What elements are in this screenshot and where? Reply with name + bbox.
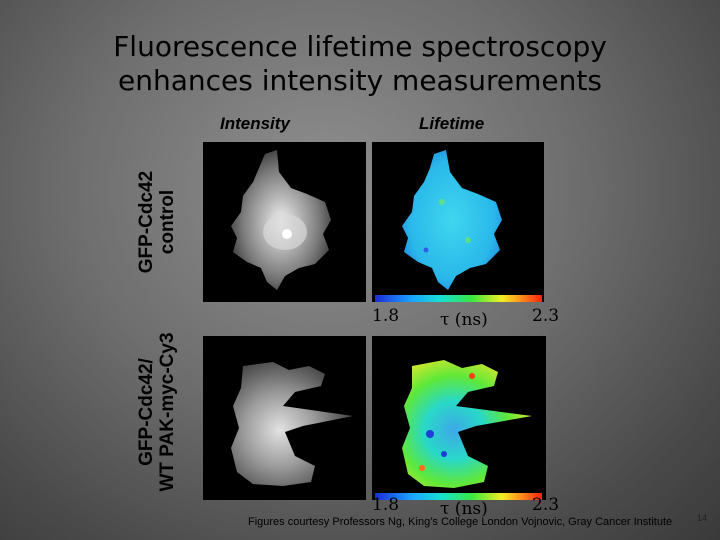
intensity-column-header: Intensity: [220, 114, 290, 133]
row-label-pak: GFP-Cdc42/ WT PAK-myc-Cy3: [136, 312, 180, 512]
slide-title: Fluorescence lifetime spectroscopy enhan…: [40, 30, 680, 98]
row-label-pak-line-1: GFP-Cdc42/: [136, 358, 157, 466]
lifetime-colorbar-control: [375, 295, 542, 302]
lifetime-image-pak: [372, 336, 546, 500]
colorbar-max-label-control: 2.3: [532, 306, 560, 326]
slide-title-line-2: enhances intensity measurements: [118, 64, 602, 97]
lifetime-colorbar-pak: [375, 493, 542, 500]
figure-credit: Figures courtesy Professors Ng, King’s C…: [248, 516, 673, 528]
intensity-image-control: [203, 142, 366, 302]
colorbar-max-label-pak: 2.3: [532, 495, 560, 515]
lifetime-image-control: [372, 142, 544, 302]
row-label-pak-line-2: WT PAK-myc-Cy3: [157, 332, 178, 492]
intensity-image-pak: [203, 336, 366, 500]
lifetime-column-header: Lifetime: [419, 114, 485, 133]
slide-number: 14: [697, 513, 708, 523]
row-label-control-line-1: GFP-Cdc42: [136, 170, 157, 274]
row-label-control: GFP-Cdc42 control: [136, 142, 180, 302]
row-label-control-line-2: control: [157, 189, 178, 255]
colorbar-unit-label-pak: τ (ns): [440, 499, 488, 519]
colorbar-min-label-control: 1.8: [372, 306, 400, 326]
colorbar-min-label-pak: 1.8: [372, 495, 400, 515]
slide-title-line-1: Fluorescence lifetime spectroscopy: [113, 30, 607, 63]
colorbar-unit-label-control: τ (ns): [440, 310, 488, 330]
